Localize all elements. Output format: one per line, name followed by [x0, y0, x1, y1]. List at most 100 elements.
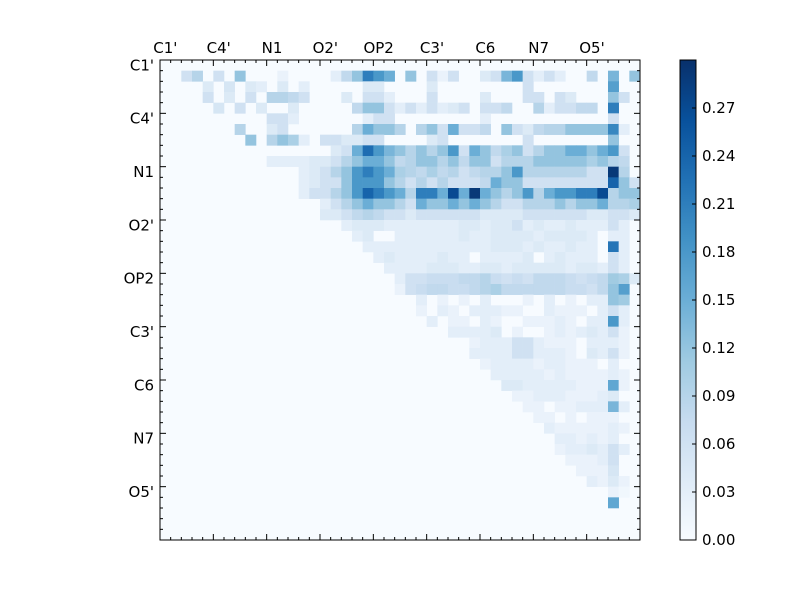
colorbar-tick-label: 0.03 [702, 483, 735, 501]
heatmap-cell [416, 102, 427, 114]
heatmap-cell [490, 102, 502, 114]
heatmap-cell [490, 241, 502, 253]
heatmap-cell [362, 209, 374, 221]
heatmap-cell [437, 156, 449, 167]
heatmap-cell [405, 198, 417, 210]
heatmap-cell [597, 433, 609, 445]
heatmap-cell [480, 124, 491, 135]
heatmap-cell [597, 348, 609, 359]
heatmap-cell [416, 262, 427, 274]
heatmap-cell [437, 177, 449, 189]
heatmap-cell [373, 156, 385, 167]
heatmap-cell [554, 358, 566, 370]
heatmap-cell [405, 156, 417, 167]
heatmap-cell [576, 188, 587, 199]
heatmap-cell [608, 444, 619, 455]
heatmap-cell [512, 252, 523, 263]
heatmap-cell [277, 124, 289, 135]
heatmap-cell [234, 70, 246, 82]
heatmap-cell [341, 188, 353, 199]
heatmap-cell [586, 220, 598, 231]
heatmap-cell [565, 422, 577, 434]
heatmap-cell [458, 102, 470, 114]
heatmap-cell [224, 92, 235, 103]
heatmap-cell [554, 273, 566, 285]
heatmap-cell [522, 220, 534, 231]
heatmap-cell [597, 209, 609, 221]
heatmap-cell [480, 294, 491, 306]
heatmap-cell [576, 230, 587, 242]
heatmap-cell [618, 209, 630, 221]
heatmap-cell [608, 209, 619, 221]
heatmap-cell [448, 241, 459, 253]
heatmap-cell [469, 124, 481, 135]
heatmap-cell [629, 198, 641, 210]
heatmap-cell [522, 316, 534, 327]
heatmap-cell [362, 220, 374, 231]
heatmap-cell [565, 433, 577, 445]
heatmap-cell [352, 220, 363, 231]
heatmap-cell [565, 124, 577, 135]
heatmap-cell [266, 113, 278, 125]
heatmap-cell [533, 198, 545, 210]
heatmap-cell [352, 70, 363, 82]
heatmap-cell [544, 252, 555, 263]
heatmap-cell [416, 273, 427, 285]
heatmap-cell [565, 454, 577, 466]
heatmap-cell [597, 326, 609, 338]
heatmap-cell [394, 220, 406, 231]
y-tick-label: O2' [129, 216, 154, 234]
heatmap-cell [224, 81, 235, 93]
heatmap-cell [533, 273, 545, 285]
heatmap-cell [522, 198, 534, 210]
heatmap-cell [437, 262, 449, 274]
heatmap-cell [565, 348, 577, 359]
heatmap-cell [298, 81, 310, 93]
heatmap-cell [533, 70, 545, 82]
heatmap-cell [352, 230, 363, 242]
heatmap-cell [576, 124, 587, 135]
heatmap-cell [394, 209, 406, 221]
heatmap-cell [608, 134, 619, 146]
heatmap-cell [586, 326, 598, 338]
heatmap-cell [501, 273, 513, 285]
x-tick-label: OP2 [363, 39, 393, 57]
heatmap-cell [544, 412, 555, 423]
heatmap-cell [448, 326, 459, 338]
heatmap-cell [522, 262, 534, 274]
heatmap-cell [405, 145, 417, 157]
heatmap-cell [533, 177, 545, 189]
heatmap-cell [458, 177, 470, 189]
heatmap-cell [320, 198, 331, 210]
heatmap-cell [597, 412, 609, 423]
heatmap-cell [373, 241, 385, 253]
heatmap-cell [426, 262, 438, 274]
heatmap-cell [597, 337, 609, 349]
heatmap-cell [501, 262, 513, 274]
heatmap-cell [373, 220, 385, 231]
heatmap-cell [554, 124, 566, 135]
heatmap-cell [618, 241, 630, 253]
heatmap-cell [608, 497, 619, 509]
heatmap-cell [608, 188, 619, 199]
heatmap-cell [533, 337, 545, 349]
heatmap-cell [565, 401, 577, 413]
heatmap-cell [608, 70, 619, 82]
heatmap-cell [277, 70, 289, 82]
heatmap-cell [405, 166, 417, 178]
heatmap-cell [512, 262, 523, 274]
heatmap-cell [608, 284, 619, 295]
heatmap-cell [597, 401, 609, 413]
heatmap-cell [490, 284, 502, 295]
heatmap-cell [522, 81, 534, 93]
heatmap-cell [608, 316, 619, 327]
heatmap-cell [405, 177, 417, 189]
heatmap-cell [618, 156, 630, 167]
heatmap-cell [608, 294, 619, 306]
heatmap-cell [629, 273, 641, 285]
heatmap-cell [554, 262, 566, 274]
heatmap-cell [544, 177, 555, 189]
heatmap-cell [597, 262, 609, 274]
heatmap-cell [384, 113, 395, 125]
heatmap-cell [512, 198, 523, 210]
